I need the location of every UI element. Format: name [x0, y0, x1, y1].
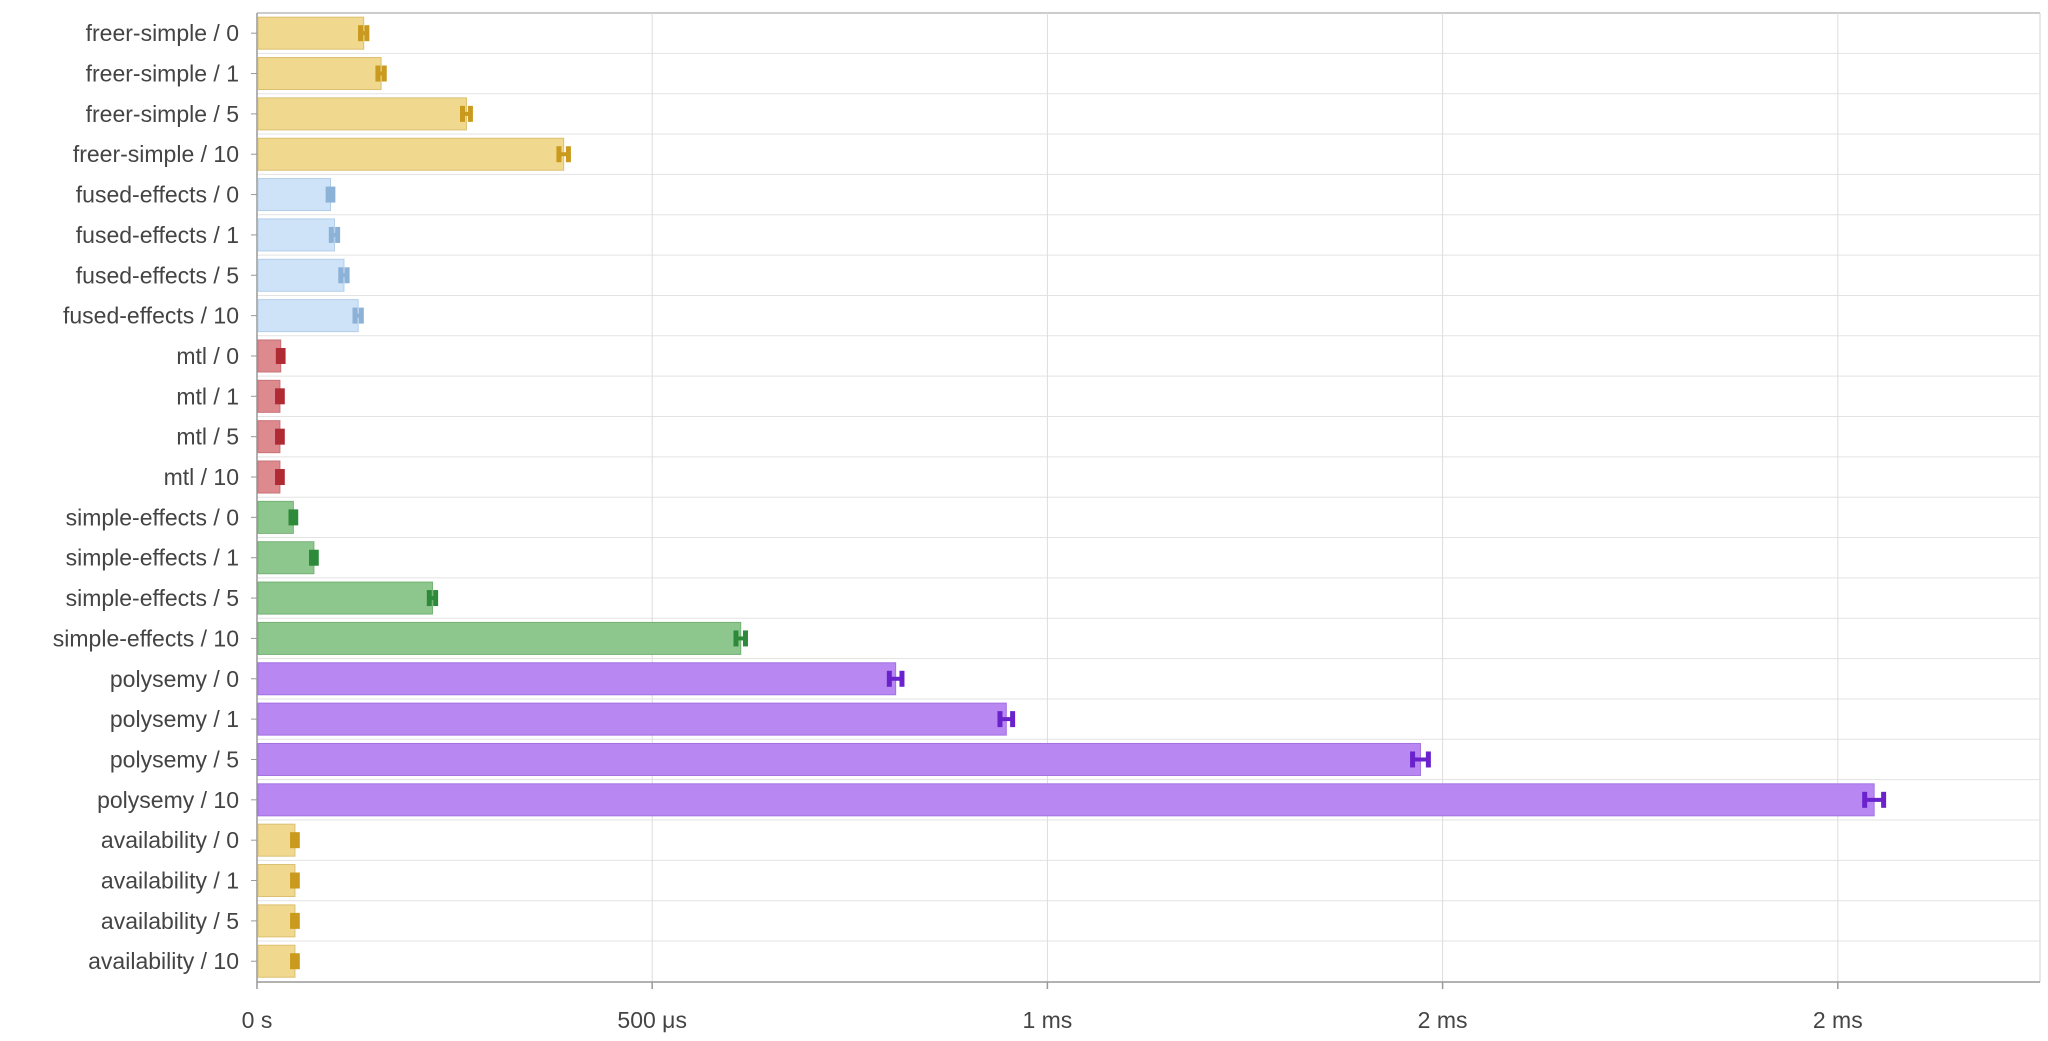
error-bar — [375, 65, 387, 82]
category-label: availability / 0 — [101, 827, 239, 853]
category-label: fused-effects / 0 — [76, 182, 239, 208]
category-label: fused-effects / 1 — [76, 222, 239, 248]
bar — [257, 97, 467, 131]
error-bar — [886, 670, 905, 687]
category-label: mtl / 10 — [164, 464, 239, 490]
bar — [257, 702, 1007, 736]
error-bar — [275, 469, 285, 486]
error-bar — [460, 105, 473, 122]
x-tick-label: 2 ms — [1813, 1007, 1863, 1033]
category-label: availability / 10 — [88, 948, 239, 974]
error-bar — [290, 912, 300, 929]
x-tick-label: 500 μs — [617, 1007, 687, 1033]
bar — [257, 137, 565, 171]
bar — [257, 944, 296, 978]
category-label: simple-effects / 5 — [66, 585, 239, 611]
category-label: fused-effects / 10 — [63, 303, 239, 329]
error-bar — [997, 711, 1016, 728]
error-bar — [290, 953, 300, 970]
error-bar — [733, 630, 748, 647]
category-label: simple-effects / 10 — [53, 625, 239, 651]
category-label: availability / 1 — [101, 868, 239, 894]
bar — [257, 662, 897, 696]
error-bar — [328, 226, 341, 243]
category-label: freer-simple / 10 — [73, 141, 239, 167]
category-label: polysemy / 10 — [97, 787, 239, 813]
bar — [257, 218, 335, 252]
error-bar — [338, 267, 350, 284]
bar — [257, 904, 296, 938]
bar — [257, 864, 296, 898]
bar-layer — [257, 16, 1887, 978]
category-label: fused-effects / 5 — [76, 262, 239, 288]
error-bar — [426, 590, 439, 607]
x-tick-label: 0 s — [242, 1007, 273, 1033]
category-label: freer-simple / 0 — [86, 20, 239, 46]
bar — [257, 57, 382, 91]
category-label: simple-effects / 0 — [66, 504, 239, 530]
error-bar — [1410, 751, 1431, 768]
error-bar — [309, 549, 319, 566]
label-layer: 0 s 500 μs 1 ms 2 ms 2 ms freer-simple / 0 fre… — [53, 20, 1863, 1033]
error-bar — [290, 872, 300, 889]
grid-layer — [251, 12, 2041, 989]
category-label: polysemy / 0 — [110, 666, 239, 692]
bar — [257, 541, 315, 575]
category-label: freer-simple / 1 — [86, 61, 239, 87]
error-bar — [1862, 791, 1887, 808]
error-bar — [275, 347, 286, 364]
category-label: mtl / 5 — [176, 424, 239, 450]
category-label: simple-effects / 1 — [66, 545, 239, 571]
category-label: mtl / 0 — [176, 343, 239, 369]
category-label: polysemy / 1 — [110, 706, 239, 732]
bar — [257, 581, 433, 615]
category-label: polysemy / 5 — [110, 746, 239, 772]
bar — [257, 178, 332, 212]
error-bar — [358, 25, 370, 42]
error-bar — [556, 146, 571, 163]
bar — [257, 16, 365, 50]
bar — [257, 783, 1875, 817]
error-bar — [288, 509, 299, 526]
bar — [257, 500, 294, 534]
error-bar — [275, 388, 285, 405]
x-tick-label: 1 ms — [1022, 1007, 1072, 1033]
bar — [257, 258, 345, 292]
category-label: availability / 5 — [101, 908, 239, 934]
error-bar — [275, 428, 285, 445]
x-tick-label: 2 ms — [1418, 1007, 1468, 1033]
bar — [257, 742, 1421, 776]
category-label: freer-simple / 5 — [86, 101, 239, 127]
error-bar — [325, 186, 336, 203]
error-bar — [290, 832, 300, 849]
bar — [257, 823, 296, 857]
bar — [257, 299, 359, 333]
error-bar — [352, 307, 364, 324]
category-label: mtl / 1 — [176, 383, 239, 409]
bar — [257, 621, 742, 655]
